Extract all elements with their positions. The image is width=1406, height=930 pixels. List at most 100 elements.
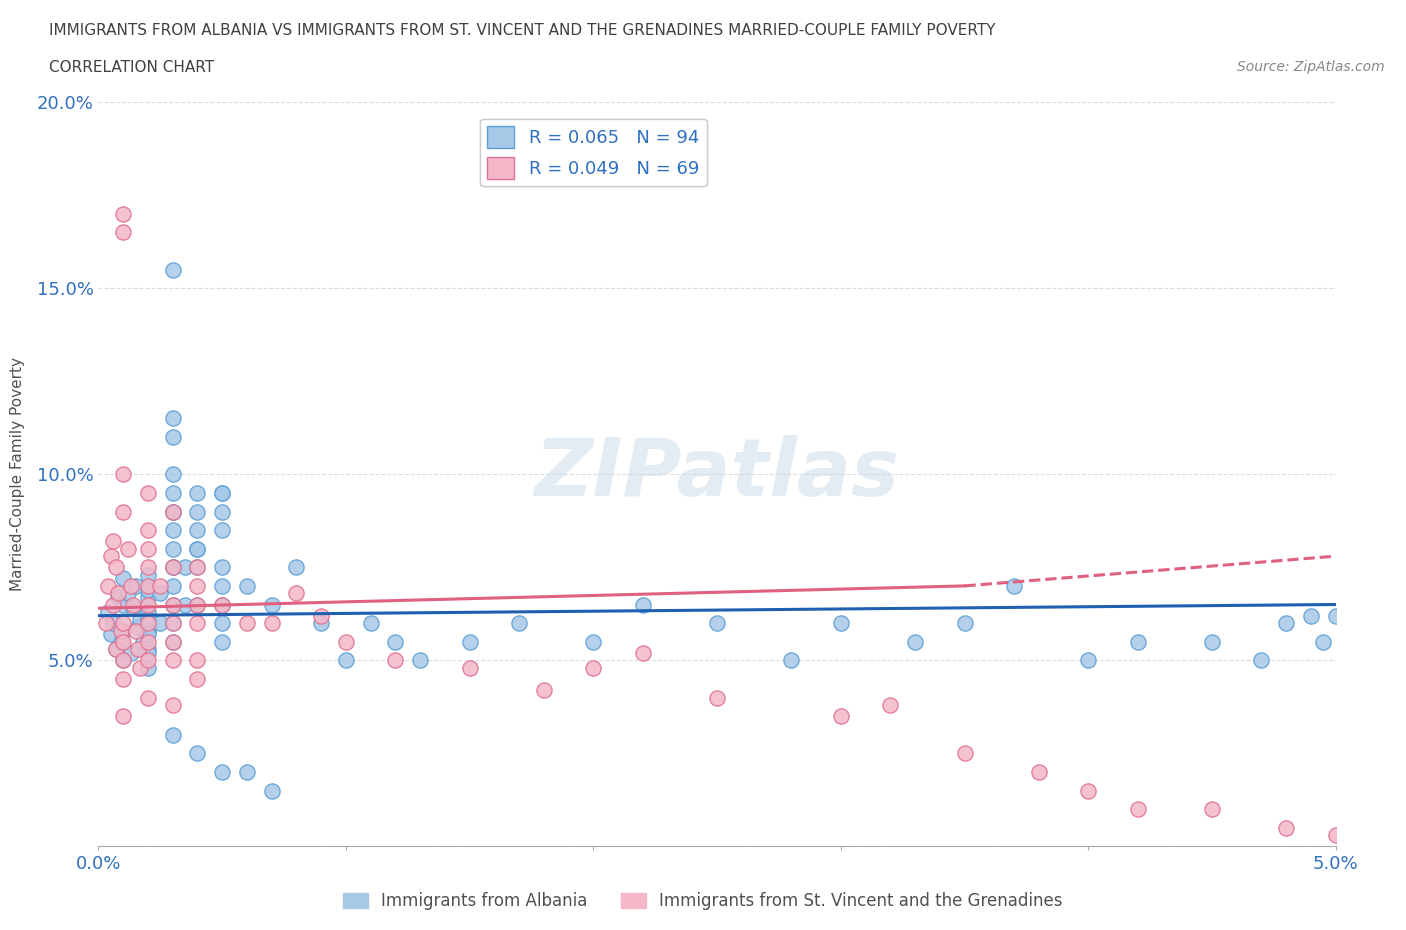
Point (186, 746, 208, 761)
Point (1201, 802, 1223, 817)
Legend: R = 0.065   N = 94, R = 0.049   N = 69: R = 0.065 N = 94, R = 0.049 N = 69 (481, 119, 706, 186)
Point (149, 578, 172, 593)
Point (149, 586, 172, 601)
Point (186, 653, 208, 668)
Point (409, 653, 432, 668)
Point (162, 634, 184, 649)
Point (186, 578, 208, 593)
Y-axis label: Married-Couple Family Poverty: Married-Couple Family Poverty (10, 357, 25, 591)
Point (162, 560, 184, 575)
Point (211, 764, 233, 779)
Point (136, 645, 159, 660)
Point (136, 627, 159, 642)
Point (186, 560, 208, 575)
Point (97, 604, 120, 619)
Point (879, 698, 901, 712)
Point (136, 660, 159, 675)
Point (136, 634, 159, 649)
Point (136, 523, 159, 538)
Point (211, 616, 233, 631)
Point (162, 634, 184, 649)
Point (384, 653, 406, 668)
Point (112, 597, 135, 612)
Point (335, 653, 357, 668)
Point (211, 597, 233, 612)
Point (582, 634, 605, 649)
Point (162, 485, 184, 500)
Point (149, 616, 172, 631)
Point (953, 746, 976, 761)
Point (124, 578, 146, 593)
Point (136, 612, 159, 627)
Point (211, 485, 233, 500)
Point (211, 578, 233, 593)
Point (186, 597, 208, 612)
Point (458, 634, 481, 649)
Point (136, 560, 159, 575)
Point (136, 653, 159, 668)
Point (120, 578, 142, 593)
Point (136, 604, 159, 619)
Point (260, 783, 283, 798)
Point (285, 560, 308, 575)
Point (186, 504, 208, 519)
Point (97, 578, 120, 593)
Point (211, 485, 233, 500)
Point (1250, 653, 1272, 668)
Point (174, 597, 197, 612)
Point (1275, 820, 1298, 835)
Point (186, 523, 208, 538)
Point (162, 560, 184, 575)
Point (132, 634, 155, 649)
Point (94, 616, 117, 631)
Point (112, 671, 135, 686)
Point (107, 590, 129, 604)
Point (136, 642, 159, 657)
Point (162, 578, 184, 593)
Point (136, 541, 159, 556)
Point (127, 642, 149, 657)
Point (112, 709, 135, 724)
Point (112, 616, 135, 631)
Point (117, 541, 139, 556)
Point (162, 504, 184, 519)
Point (162, 467, 184, 482)
Point (186, 541, 208, 556)
Point (211, 597, 233, 612)
Point (211, 634, 233, 649)
Point (211, 560, 233, 575)
Point (1324, 828, 1347, 843)
Point (100, 549, 122, 564)
Point (162, 411, 184, 426)
Point (136, 578, 159, 593)
Point (127, 619, 149, 634)
Point (706, 616, 728, 631)
Point (309, 616, 332, 631)
Point (285, 586, 308, 601)
Point (904, 634, 927, 649)
Point (112, 467, 135, 482)
Point (162, 504, 184, 519)
Point (136, 619, 159, 634)
Point (162, 560, 184, 575)
Point (631, 597, 654, 612)
Point (110, 634, 132, 649)
Point (112, 225, 135, 240)
Point (112, 653, 135, 668)
Point (162, 262, 184, 277)
Point (162, 616, 184, 631)
Point (186, 541, 208, 556)
Point (631, 645, 654, 660)
Point (1312, 634, 1334, 649)
Point (1201, 634, 1223, 649)
Text: Source: ZipAtlas.com: Source: ZipAtlas.com (1237, 60, 1385, 74)
Point (112, 653, 135, 668)
Point (830, 709, 852, 724)
Point (112, 634, 135, 649)
Point (1324, 608, 1347, 623)
Point (236, 578, 259, 593)
Point (162, 523, 184, 538)
Point (260, 616, 283, 631)
Point (953, 616, 976, 631)
Point (780, 653, 803, 668)
